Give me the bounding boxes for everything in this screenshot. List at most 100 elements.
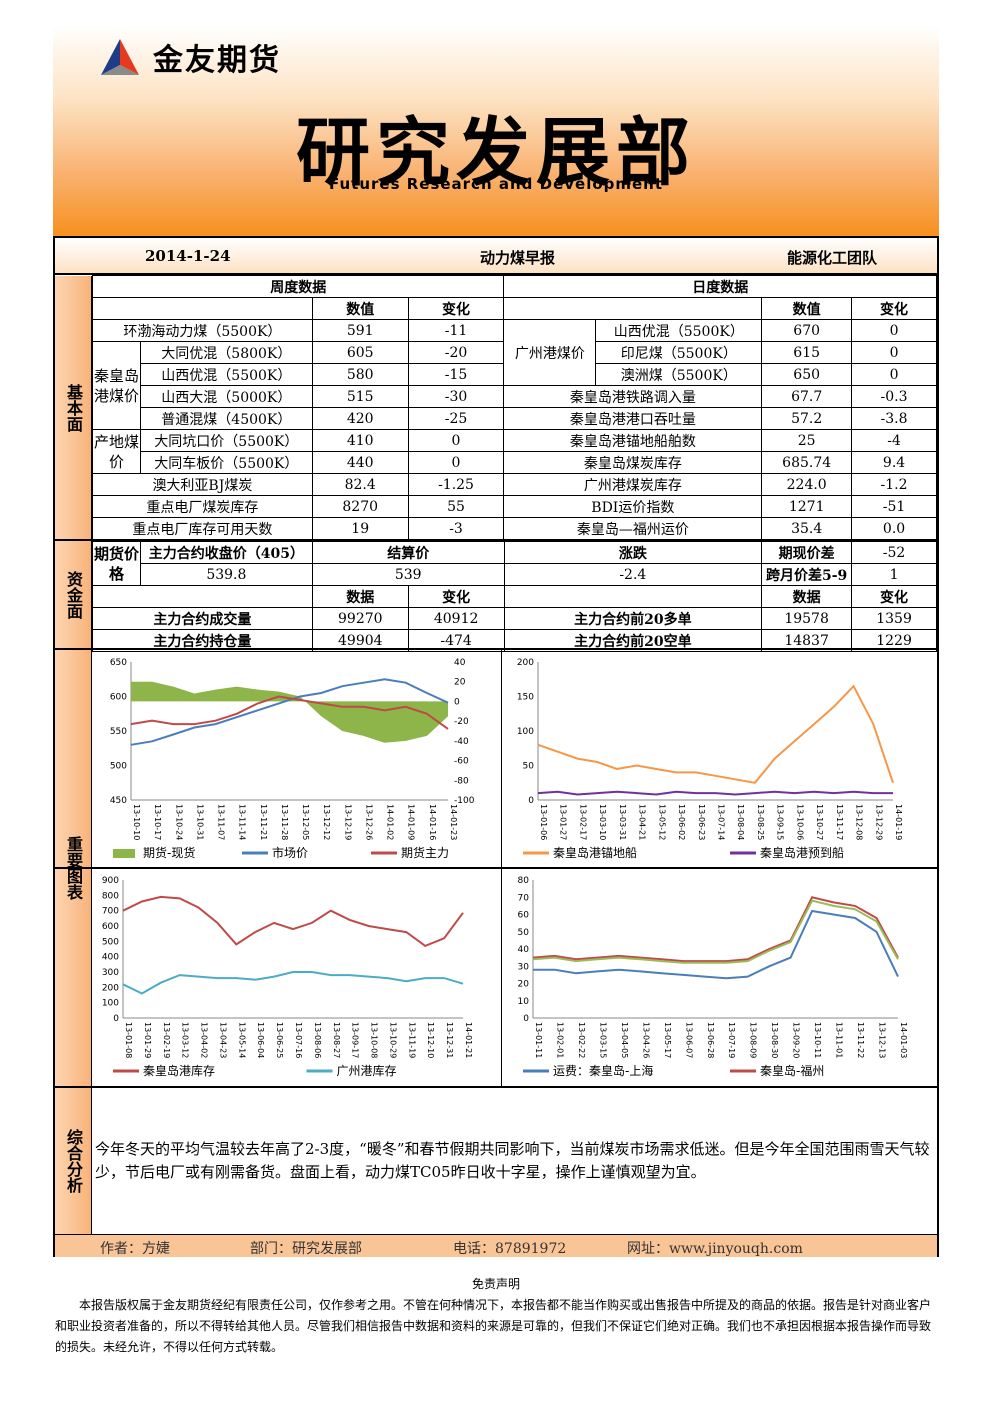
settle-value: 539 bbox=[311, 563, 505, 586]
y-tick-label: 30 bbox=[518, 962, 530, 972]
x-tick-label: 13-02-19 bbox=[162, 1022, 171, 1058]
divider bbox=[501, 650, 502, 1086]
y2-tick-label: -100 bbox=[454, 796, 475, 806]
table-row: 山西优混（5500K） 580 -15 澳洲煤（5500K） 650 0 bbox=[93, 363, 937, 386]
daily-row-change: -3.8 bbox=[851, 407, 937, 430]
footer-bar: 作者：方婕 部门：研究发展部 电话：87891972 网址：www.jinyou… bbox=[55, 1234, 937, 1257]
x-tick-label: 13-12-29 bbox=[874, 804, 883, 840]
weekly-row-change: -3 bbox=[407, 517, 505, 540]
company-name: 金友期货 bbox=[153, 43, 281, 78]
weekly-row-value: 580 bbox=[311, 363, 409, 386]
spread-label: 期现价差 bbox=[761, 541, 853, 564]
x-tick-label: 13-01-27 bbox=[559, 804, 568, 840]
weekly-group-cd: 产地煤价 bbox=[92, 429, 141, 474]
x-tick-label: 13-08-06 bbox=[313, 1022, 322, 1058]
x-tick-label: 13-11-01 bbox=[835, 1022, 844, 1058]
y-tick-label: 800 bbox=[102, 891, 119, 901]
weekly-row-name: 山西大混（5000K） bbox=[139, 385, 313, 408]
weekly-row-value: 515 bbox=[311, 385, 409, 408]
x-tick-label: 13-10-31 bbox=[195, 804, 204, 840]
table-row: 普通混煤（4500K） 420 -25 秦皇岛港港口吞吐量 57.2 -3.8 bbox=[93, 407, 937, 430]
oi-value: 49904 bbox=[311, 629, 409, 652]
weekly-row-name: 大同坑口价（5500K） bbox=[139, 429, 313, 452]
x-tick-label: 13-04-05 bbox=[620, 1022, 629, 1058]
x-tick-label: 13-06-28 bbox=[706, 1022, 715, 1058]
daily-row-name: 广州港煤炭库存 bbox=[503, 473, 763, 496]
x-tick-label: 13-12-13 bbox=[878, 1022, 887, 1058]
x-tick-label: 14-01-23 bbox=[449, 804, 458, 840]
main-close-label: 主力合约收盘价（405） bbox=[139, 541, 313, 564]
footer-website[interactable]: 网址：www.jinyouqh.com bbox=[627, 1241, 803, 1257]
x-tick-label: 13-10-08 bbox=[370, 1022, 379, 1058]
y-tick-label: 700 bbox=[102, 907, 119, 917]
daily-row-name: 山西优混（5500K） bbox=[595, 319, 763, 342]
legend-label: 秦皇岛港预到船 bbox=[760, 845, 844, 860]
x-tick-label: 13-01-06 bbox=[539, 804, 548, 840]
company-logo: 金友期货 bbox=[99, 35, 281, 79]
y-tick-label: 150 bbox=[517, 693, 534, 703]
daily-col-change: 变化 bbox=[851, 297, 937, 320]
x-tick-label: 13-07-14 bbox=[717, 804, 726, 840]
short-label: 主力合约前20空单 bbox=[503, 629, 763, 652]
x-tick-label: 13-09-17 bbox=[351, 1022, 360, 1058]
weekly-row-change: 55 bbox=[407, 495, 505, 518]
weekly-row-name: 大同优混（5800K） bbox=[139, 341, 313, 364]
series-area bbox=[131, 681, 448, 743]
legend-label: 秦皇岛港锚地船 bbox=[553, 845, 637, 860]
weekly-row-change: -25 bbox=[407, 407, 505, 430]
daily-row-change: 0 bbox=[851, 363, 937, 386]
table-row: 产地煤价 大同坑口价（5500K） 410 0 秦皇岛港锚地船舶数 25 -4 bbox=[92, 429, 937, 474]
x-tick-label: 13-09-15 bbox=[776, 804, 785, 840]
x-tick-label: 13-11-17 bbox=[835, 804, 844, 840]
daily-row-value: 25 bbox=[761, 429, 853, 452]
weekly-row-value: 605 bbox=[311, 341, 409, 364]
y-tick-label: 600 bbox=[110, 693, 127, 703]
x-tick-label: 13-06-07 bbox=[684, 1022, 693, 1058]
x-tick-label: 14-01-09 bbox=[407, 804, 416, 840]
footer-phone: 电话：87891972 bbox=[453, 1241, 567, 1257]
disclaimer-title: 免责声明 bbox=[471, 1277, 520, 1291]
daily-group-guangzhou: 广州港煤价 bbox=[503, 319, 597, 386]
weekly-row-value: 19 bbox=[311, 517, 409, 540]
chart-port-inventory: 900 800 700 600 500 400 300 200 100 0 13-01-08 13-0… bbox=[102, 876, 473, 1078]
x-tick-label: 13-10-17 bbox=[153, 804, 162, 840]
weekly-row-change: -15 bbox=[407, 363, 505, 386]
x-tick-label: 13-04-21 bbox=[638, 804, 647, 840]
series-line bbox=[532, 896, 899, 963]
x-tick-label: 13-08-04 bbox=[736, 804, 745, 840]
daily-row-change: -4 bbox=[851, 429, 937, 452]
report-info-bar: 2014-1-24 动力煤早报 能源化工团队 bbox=[55, 238, 937, 275]
y-tick-label: 400 bbox=[102, 953, 119, 963]
weekly-row-value: 82.4 bbox=[311, 473, 409, 496]
oi-label: 主力合约持仓量 bbox=[92, 629, 313, 652]
series-line bbox=[532, 899, 899, 964]
legend-label: 秦皇岛-福州 bbox=[760, 1063, 824, 1078]
table-row: 重点电厂煤炭库存 8270 55 BDI运价指数 1271 -51 bbox=[92, 495, 937, 518]
x-tick-label: 13-02-17 bbox=[578, 804, 587, 840]
weekly-row-value: 410 bbox=[311, 429, 409, 452]
legend-label: 秦皇岛港库存 bbox=[143, 1063, 215, 1078]
legend-label: 广州港库存 bbox=[337, 1063, 397, 1078]
x-tick-label: 13-11-19 bbox=[407, 1022, 416, 1058]
change-value: -2.4 bbox=[503, 563, 763, 586]
x-tick-label: 13-07-19 bbox=[727, 1022, 736, 1058]
x-tick-label: 13-11-21 bbox=[259, 804, 268, 840]
short-value: 14837 bbox=[761, 629, 853, 652]
long-change: 1359 bbox=[851, 607, 937, 630]
x-tick-label: 14-01-19 bbox=[894, 804, 903, 840]
y-tick-label: 0 bbox=[113, 1014, 119, 1024]
x-tick-label: 13-06-23 bbox=[697, 804, 706, 840]
series-line bbox=[533, 909, 899, 980]
series-line bbox=[130, 678, 449, 746]
y-tick-label: 60 bbox=[518, 911, 530, 921]
daily-row-value: 685.74 bbox=[761, 451, 853, 474]
daily-row-change: -1.2 bbox=[851, 473, 937, 496]
divider bbox=[55, 1086, 937, 1088]
y-tick-label: 450 bbox=[110, 796, 127, 806]
weekly-row-name: 大同车板价（5500K） bbox=[139, 451, 313, 474]
series-line bbox=[122, 895, 464, 948]
weekly-row-value: 8270 bbox=[311, 495, 409, 518]
volume-label: 主力合约成交量 bbox=[92, 607, 313, 630]
series-line bbox=[130, 695, 449, 730]
weekly-row-change: -20 bbox=[407, 341, 505, 364]
